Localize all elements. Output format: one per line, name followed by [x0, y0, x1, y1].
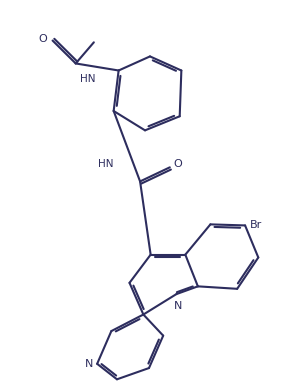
Text: HN: HN [98, 159, 113, 169]
Text: N: N [174, 301, 183, 311]
Text: O: O [174, 160, 183, 169]
Text: Br: Br [250, 221, 262, 230]
Text: O: O [39, 34, 48, 43]
Text: HN: HN [80, 74, 95, 84]
Text: N: N [85, 359, 93, 369]
